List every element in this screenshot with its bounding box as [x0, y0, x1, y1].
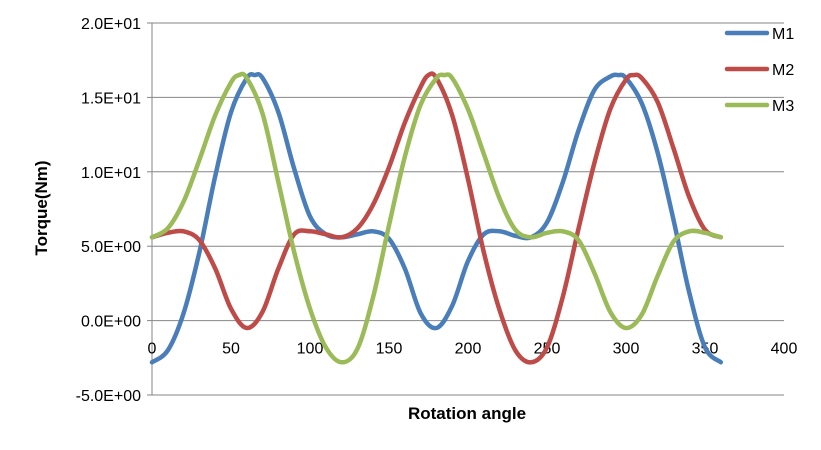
series-line-m3: [149, 71, 724, 365]
x-tick-label: 100: [297, 341, 324, 358]
legend-label: M3: [772, 98, 794, 115]
y-tick-label: -5.0E+00: [76, 388, 141, 405]
y-tick-label: 1.0E+01: [81, 165, 141, 182]
gridlines: [147, 22, 784, 396]
legend: M1 M2 M3: [724, 26, 794, 115]
y-tick-label: 0.0E+00: [81, 314, 141, 331]
y-tick-label: 1.5E+01: [81, 90, 141, 107]
x-tick-label: 200: [455, 341, 482, 358]
series-lines: [149, 71, 724, 365]
x-tick-label: 400: [771, 341, 798, 358]
x-tick-label: 0: [148, 341, 157, 358]
x-tick-labels: 0 50 100 150 200 250 300 350 400: [148, 341, 798, 358]
x-tick-label: 300: [613, 341, 640, 358]
y-tick-labels: -5.0E+00 0.0E+00 5.0E+00 1.0E+01 1.5E+01 2.0E…: [76, 16, 141, 405]
x-axis-title: Rotation angle: [408, 404, 526, 423]
x-tick-label: 50: [222, 341, 240, 358]
series-line-m2: [149, 71, 724, 365]
y-tick-label: 2.0E+01: [81, 16, 141, 33]
y-tick-label: 5.0E+00: [81, 239, 141, 256]
x-tick-label: 150: [376, 341, 403, 358]
y-axis-title: Torque(Nm): [32, 160, 51, 255]
legend-label: M1: [772, 26, 794, 43]
legend-label: M2: [772, 62, 794, 79]
